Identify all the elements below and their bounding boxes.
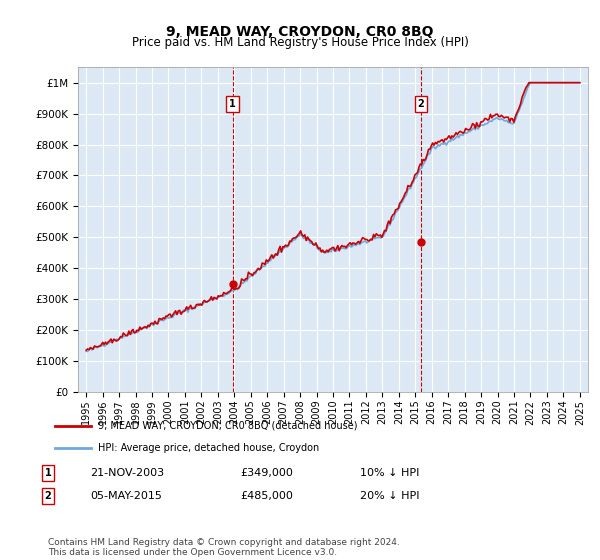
Text: 9, MEAD WAY, CROYDON, CR0 8BQ (detached house): 9, MEAD WAY, CROYDON, CR0 8BQ (detached … <box>98 421 358 431</box>
Text: 05-MAY-2015: 05-MAY-2015 <box>90 491 162 501</box>
Text: 1: 1 <box>44 468 52 478</box>
Text: £349,000: £349,000 <box>240 468 293 478</box>
Text: 2: 2 <box>418 99 424 109</box>
Text: 2: 2 <box>44 491 52 501</box>
Text: Price paid vs. HM Land Registry's House Price Index (HPI): Price paid vs. HM Land Registry's House … <box>131 36 469 49</box>
Text: 10% ↓ HPI: 10% ↓ HPI <box>360 468 419 478</box>
Text: Contains HM Land Registry data © Crown copyright and database right 2024.
This d: Contains HM Land Registry data © Crown c… <box>48 538 400 557</box>
Text: £485,000: £485,000 <box>240 491 293 501</box>
Text: 9, MEAD WAY, CROYDON, CR0 8BQ: 9, MEAD WAY, CROYDON, CR0 8BQ <box>166 25 434 39</box>
Text: 20% ↓ HPI: 20% ↓ HPI <box>360 491 419 501</box>
Text: 1: 1 <box>229 99 236 109</box>
Text: HPI: Average price, detached house, Croydon: HPI: Average price, detached house, Croy… <box>98 443 320 453</box>
Text: 21-NOV-2003: 21-NOV-2003 <box>90 468 164 478</box>
